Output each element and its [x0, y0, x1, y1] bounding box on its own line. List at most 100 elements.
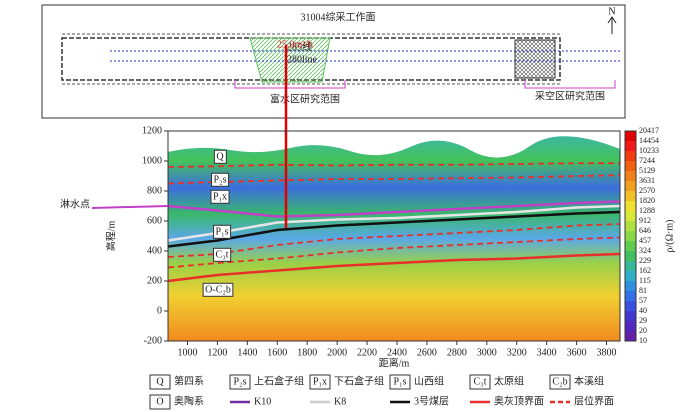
range-label: 富水区研究范围: [270, 92, 340, 105]
colorbar-cell: [625, 141, 636, 152]
colorbar-label: 57: [639, 296, 647, 305]
colorbar-label: 2570: [639, 186, 655, 195]
y-axis-label: 高程/m: [104, 221, 117, 252]
boundary-line: [167, 223, 621, 258]
line-label: 280line: [287, 54, 318, 65]
colorbar-label: 10: [639, 336, 647, 345]
layer-label: P₂s: [214, 174, 227, 185]
layer-label-box: [211, 172, 230, 187]
legend-label: 太原组: [494, 374, 524, 387]
legend-symbol: Q: [156, 376, 164, 387]
plot-frame: [167, 130, 621, 342]
colorbar-label: ρ/(Ω·m): [664, 220, 675, 253]
water-zone: [249, 37, 331, 83]
layer-label-box: [213, 247, 232, 262]
y-tick-label: 1200: [142, 125, 162, 136]
boundary-line: [167, 210, 621, 248]
colorbar-frame: [624, 130, 637, 342]
colorbar-label: 115: [639, 276, 651, 285]
y-tick-label: 0: [157, 305, 162, 316]
x-tick-label: 1800: [297, 347, 317, 358]
colorbar-label: 40: [639, 306, 647, 315]
colorbar-cell: [625, 221, 636, 232]
colorbar-label: 3631: [639, 176, 655, 185]
colorbar-label: 912: [639, 216, 651, 225]
legend-label: 第四系: [174, 374, 204, 387]
y-tick-label: 600: [147, 215, 162, 226]
colorbar-cell: [625, 321, 636, 332]
x-tick-label: 2800: [447, 347, 467, 358]
colorbar-cell: [625, 301, 636, 312]
x-tick-label: 1000: [177, 347, 197, 358]
colorbar-cell: [625, 131, 636, 142]
boundary-line: [167, 200, 621, 218]
y-tick-label: -200: [144, 335, 162, 346]
legend-label: K10: [254, 396, 271, 407]
colorbar-cell: [625, 261, 636, 272]
colorbar-cell: [625, 201, 636, 212]
north: N: [608, 6, 615, 17]
colorbar-cell: [625, 171, 636, 182]
colorbar-label: 1288: [639, 206, 655, 215]
resistivity-field: [168, 136, 620, 341]
legend-label: 上石盒子组: [254, 374, 304, 387]
range-bracket: [234, 80, 346, 89]
colorbar-label: 1820: [639, 196, 655, 205]
layer-label: Q: [216, 151, 224, 162]
layer-label-box: [213, 224, 232, 239]
x-tick-label: 3600: [567, 347, 587, 358]
colorbar-label: 14454: [639, 136, 659, 145]
x-tick-label: 3000: [477, 347, 497, 358]
legend-symbol: P₁s: [394, 376, 407, 387]
colorbar-label: 20417: [639, 126, 659, 135]
range-label: 采空区研究范围: [535, 89, 605, 102]
y-tick-label: 1000: [142, 155, 162, 166]
legend-box: [469, 374, 491, 390]
legend-label: 3号煤层: [414, 394, 449, 407]
legend-box: [149, 394, 171, 410]
colorbar-cell: [625, 241, 636, 252]
layer-label: C₃t: [216, 249, 229, 260]
map: 31004综采工作面 N 285线 280line 25.0m³/h 富水区研究…: [41, 4, 626, 119]
x-tick-label: 1200: [207, 347, 227, 358]
legend-box: [549, 374, 571, 390]
legend-label: 奥灰顶界面: [494, 394, 544, 407]
colorbar-cell: [625, 211, 636, 222]
colorbar-label: 162: [639, 266, 651, 275]
boundary-line: [167, 252, 621, 283]
colorbar-cell: [625, 151, 636, 162]
colorbar-label: 229: [639, 256, 651, 265]
x-tick-label: 1400: [237, 347, 257, 358]
colorbar-cell: [625, 181, 636, 192]
layer-label-box: [210, 189, 230, 204]
colorbar-label: 81: [639, 286, 647, 295]
legend-label: K8: [334, 396, 346, 407]
x-tick-label: 3400: [537, 347, 557, 358]
colorbar-cell: [625, 251, 636, 262]
y-tick-label: 400: [147, 245, 162, 256]
x-tick-label: 2600: [417, 347, 437, 358]
colorbar-label: 646: [639, 226, 651, 235]
colorbar-cell: [625, 291, 636, 302]
roadway: [62, 33, 560, 85]
legend-symbol: P₁x: [313, 376, 327, 387]
legend-symbol: O: [156, 396, 163, 407]
x-tick-label: 2400: [387, 347, 407, 358]
layer-label: O-C₂b: [205, 284, 231, 295]
y-tick-label: 200: [147, 275, 162, 286]
boundary-line: [167, 204, 621, 242]
legend-symbol: P₂s: [234, 376, 247, 387]
x-tick-label: 3200: [507, 347, 527, 358]
x-axis-label: 距离/m: [379, 356, 410, 369]
legend-label: 层位界面: [574, 394, 614, 407]
annotation-leader: [91, 205, 169, 209]
goaf: [514, 39, 556, 79]
layer-label-box: [213, 149, 227, 164]
layer-label: P₁s: [216, 226, 229, 237]
colorbar-cell: [625, 271, 636, 282]
legend-box: [229, 374, 251, 390]
colorbar-label: 7244: [639, 156, 655, 165]
legend-label: 山西组: [414, 374, 444, 387]
